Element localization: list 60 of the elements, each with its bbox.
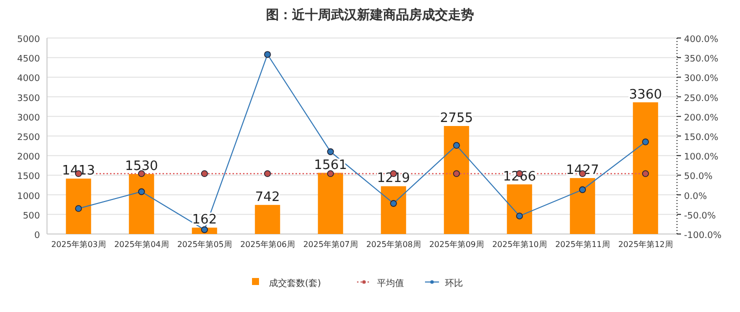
y2-tick-label: -100.0% <box>684 231 722 241</box>
y-tick-label: 3000 <box>17 113 40 124</box>
y2-tick-label: 0.0% <box>684 192 708 202</box>
y2-tick-label: -50.0% <box>684 211 716 222</box>
y-tick-label: 0 <box>34 231 40 241</box>
data-label: 3360 <box>628 87 662 102</box>
x-tick-label: 2025年第06周 <box>240 240 295 249</box>
y-tick-label: 2500 <box>17 133 40 143</box>
x-tick-label: 2025年第07周 <box>303 240 358 249</box>
point <box>327 148 334 156</box>
y-tick-label: 1500 <box>17 172 40 182</box>
legend-label: 平均值 <box>377 278 404 289</box>
x-tick-label: 2025年第09周 <box>429 240 484 249</box>
bar <box>506 184 532 234</box>
y-tick-label: 5000 <box>17 35 40 45</box>
point <box>390 200 397 207</box>
bar <box>66 178 92 234</box>
x-tick-label: 2025年第04周 <box>114 240 169 249</box>
point <box>642 138 649 146</box>
point <box>201 226 208 234</box>
data-label: 1530 <box>124 159 158 174</box>
bar <box>444 126 470 234</box>
bar <box>318 172 344 234</box>
y2-tick-label: 100.0% <box>684 152 719 163</box>
y2-tick-label: 200.0% <box>684 113 719 124</box>
y-tick-label: 4500 <box>17 54 40 65</box>
y2-tick-label: 400.0% <box>684 35 719 45</box>
y2-tick-label: 50.0% <box>684 172 714 182</box>
data-label: 1561 <box>314 158 348 173</box>
bar <box>128 174 154 234</box>
bar <box>632 102 658 234</box>
x-tick-label: 2025年第12周 <box>618 240 673 249</box>
point <box>138 188 145 196</box>
point <box>264 51 271 58</box>
bar <box>380 186 406 234</box>
chart-title: 图：近十周武汉新建商品房成交走势 <box>266 7 474 23</box>
y2-tick-label: 150.0% <box>684 133 719 143</box>
y2-tick-label: 300.0% <box>684 74 719 84</box>
x-tick-label: 2025年第11周 <box>555 240 610 249</box>
point <box>579 186 586 194</box>
data-label: 742 <box>255 190 280 205</box>
y-tick-label: 500 <box>22 211 40 222</box>
legend-label: 环比 <box>445 278 463 289</box>
legend-label: 成交套数(套) <box>269 278 322 289</box>
y-tick-label: 2000 <box>17 152 40 163</box>
data-label: 2755 <box>440 111 474 126</box>
y2-tick-label: 250.0% <box>684 94 719 104</box>
y-tick-label: 1000 <box>17 192 40 202</box>
y2-tick-label: 350.0% <box>684 54 719 65</box>
x-tick-label: 2025年第03周 <box>51 240 106 249</box>
x-tick-label: 2025年第10周 <box>492 240 547 249</box>
point <box>516 212 523 220</box>
x-tick-label: 2025年第08周 <box>366 240 421 249</box>
x-tick-label: 2025年第05周 <box>177 240 232 249</box>
y-tick-label: 4000 <box>17 74 40 84</box>
point <box>453 142 460 149</box>
point <box>75 205 82 212</box>
bar <box>570 178 596 234</box>
y-tick-label: 3500 <box>17 94 40 104</box>
bar <box>254 204 280 234</box>
